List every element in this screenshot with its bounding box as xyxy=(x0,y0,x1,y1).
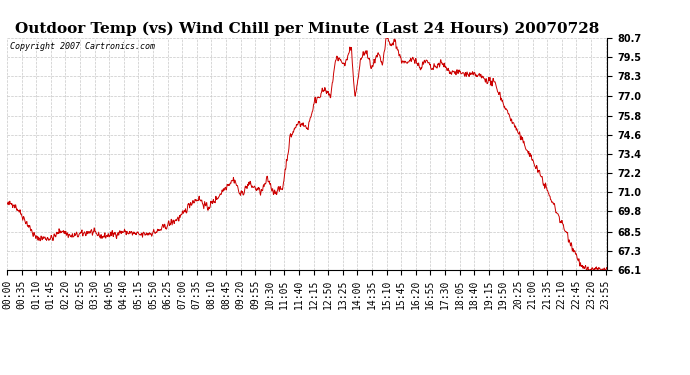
Text: Copyright 2007 Cartronics.com: Copyright 2007 Cartronics.com xyxy=(10,42,155,51)
Title: Outdoor Temp (vs) Wind Chill per Minute (Last 24 Hours) 20070728: Outdoor Temp (vs) Wind Chill per Minute … xyxy=(15,22,599,36)
